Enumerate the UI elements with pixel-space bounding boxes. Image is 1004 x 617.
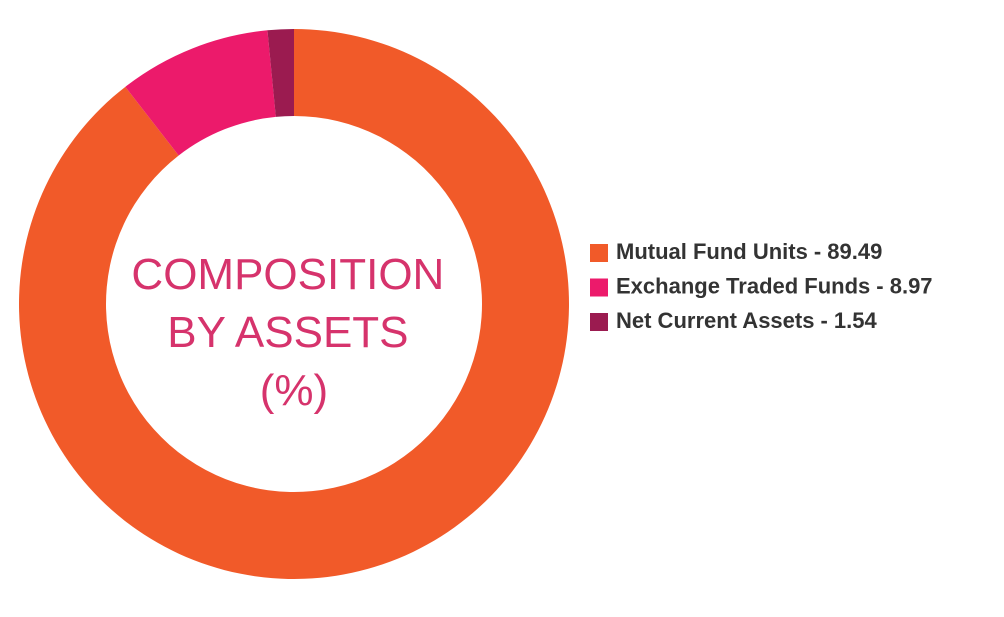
legend-name: Net Current Assets [616, 308, 814, 333]
title-line: (%) [260, 366, 328, 415]
donut-slice [267, 29, 294, 117]
legend-swatch [590, 278, 608, 297]
legend-swatch [590, 313, 608, 331]
title-line: BY ASSETS [167, 308, 408, 357]
legend-label: Net Current Assets - 1.54 [616, 308, 877, 333]
legend-swatch [590, 244, 608, 262]
chart-title: COMPOSITION BY ASSETS (%) [131, 250, 456, 415]
legend-name: Exchange Traded Funds [616, 273, 870, 298]
legend-value: - 8.97 [876, 273, 932, 298]
legend-label: Mutual Fund Units - 89.49 [616, 239, 882, 264]
donut-slice [19, 29, 570, 579]
legend-label: Exchange Traded Funds - 8.97 [616, 273, 933, 298]
title-line: COMPOSITION [131, 250, 444, 299]
legend-name: Mutual Fund Units [616, 239, 808, 264]
legend-value: - 1.54 [820, 308, 877, 333]
donut-slice [125, 30, 276, 156]
legend-value: - 89.49 [814, 239, 883, 264]
